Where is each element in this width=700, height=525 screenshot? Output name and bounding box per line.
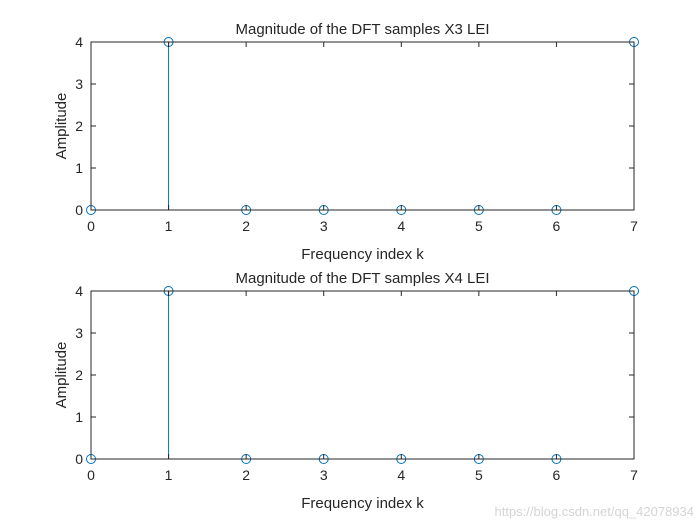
y-axis-label: Amplitude: [53, 93, 70, 160]
x-tick-label: 3: [320, 218, 328, 234]
x-tick-label: 7: [630, 218, 638, 234]
x-tick-label: 4: [397, 218, 405, 234]
x-tick-label: 1: [165, 218, 173, 234]
x-tick-label: 5: [475, 467, 483, 483]
plot-area: [91, 291, 634, 459]
axes-box: [90, 41, 635, 211]
x-tick-label: 7: [630, 467, 638, 483]
x-tick-label: 2: [242, 467, 250, 483]
x-axis-label: Frequency index k: [301, 495, 424, 512]
x-axis-label: Frequency index k: [301, 246, 424, 263]
x-tick-label: 6: [553, 467, 561, 483]
chart-title: Magnitude of the DFT samples X3 LEI: [235, 21, 489, 38]
x-tick-label: 1: [165, 467, 173, 483]
y-tick-label: 4: [75, 34, 83, 50]
y-tick-label: 4: [75, 283, 83, 299]
y-tick-label: 3: [75, 76, 83, 92]
y-axis-label: Amplitude: [53, 342, 70, 409]
x-tick-label: 3: [320, 467, 328, 483]
axis-ticks: 0 1 2 3 4 5 6 7 0 1 2 3 4: [75, 34, 638, 234]
x-tick-label: 0: [87, 467, 95, 483]
x-tick-label: 4: [397, 467, 405, 483]
chart-title: Magnitude of the DFT samples X4 LEI: [235, 270, 489, 287]
y-tick-label: 1: [75, 409, 83, 425]
y-tick-label: 3: [75, 325, 83, 341]
y-tick-label: 0: [75, 202, 83, 218]
x-tick-label: 2: [242, 218, 250, 234]
x-tick-label: 5: [475, 218, 483, 234]
x-tick-label: 0: [87, 218, 95, 234]
subplot-x3: Magnitude of the DFT samples X3 LEI Freq…: [53, 21, 639, 263]
watermark-text: https://blog.csdn.net/qq_42078934: [494, 504, 695, 519]
y-tick-label: 2: [75, 367, 83, 383]
plot-area: [91, 42, 634, 210]
y-tick-label: 0: [75, 451, 83, 467]
x-tick-label: 6: [553, 218, 561, 234]
y-tick-label: 1: [75, 160, 83, 176]
y-tick-label: 2: [75, 118, 83, 134]
subplot-x4: Magnitude of the DFT samples X4 LEI Freq…: [53, 270, 639, 512]
axes-box: [90, 290, 635, 460]
